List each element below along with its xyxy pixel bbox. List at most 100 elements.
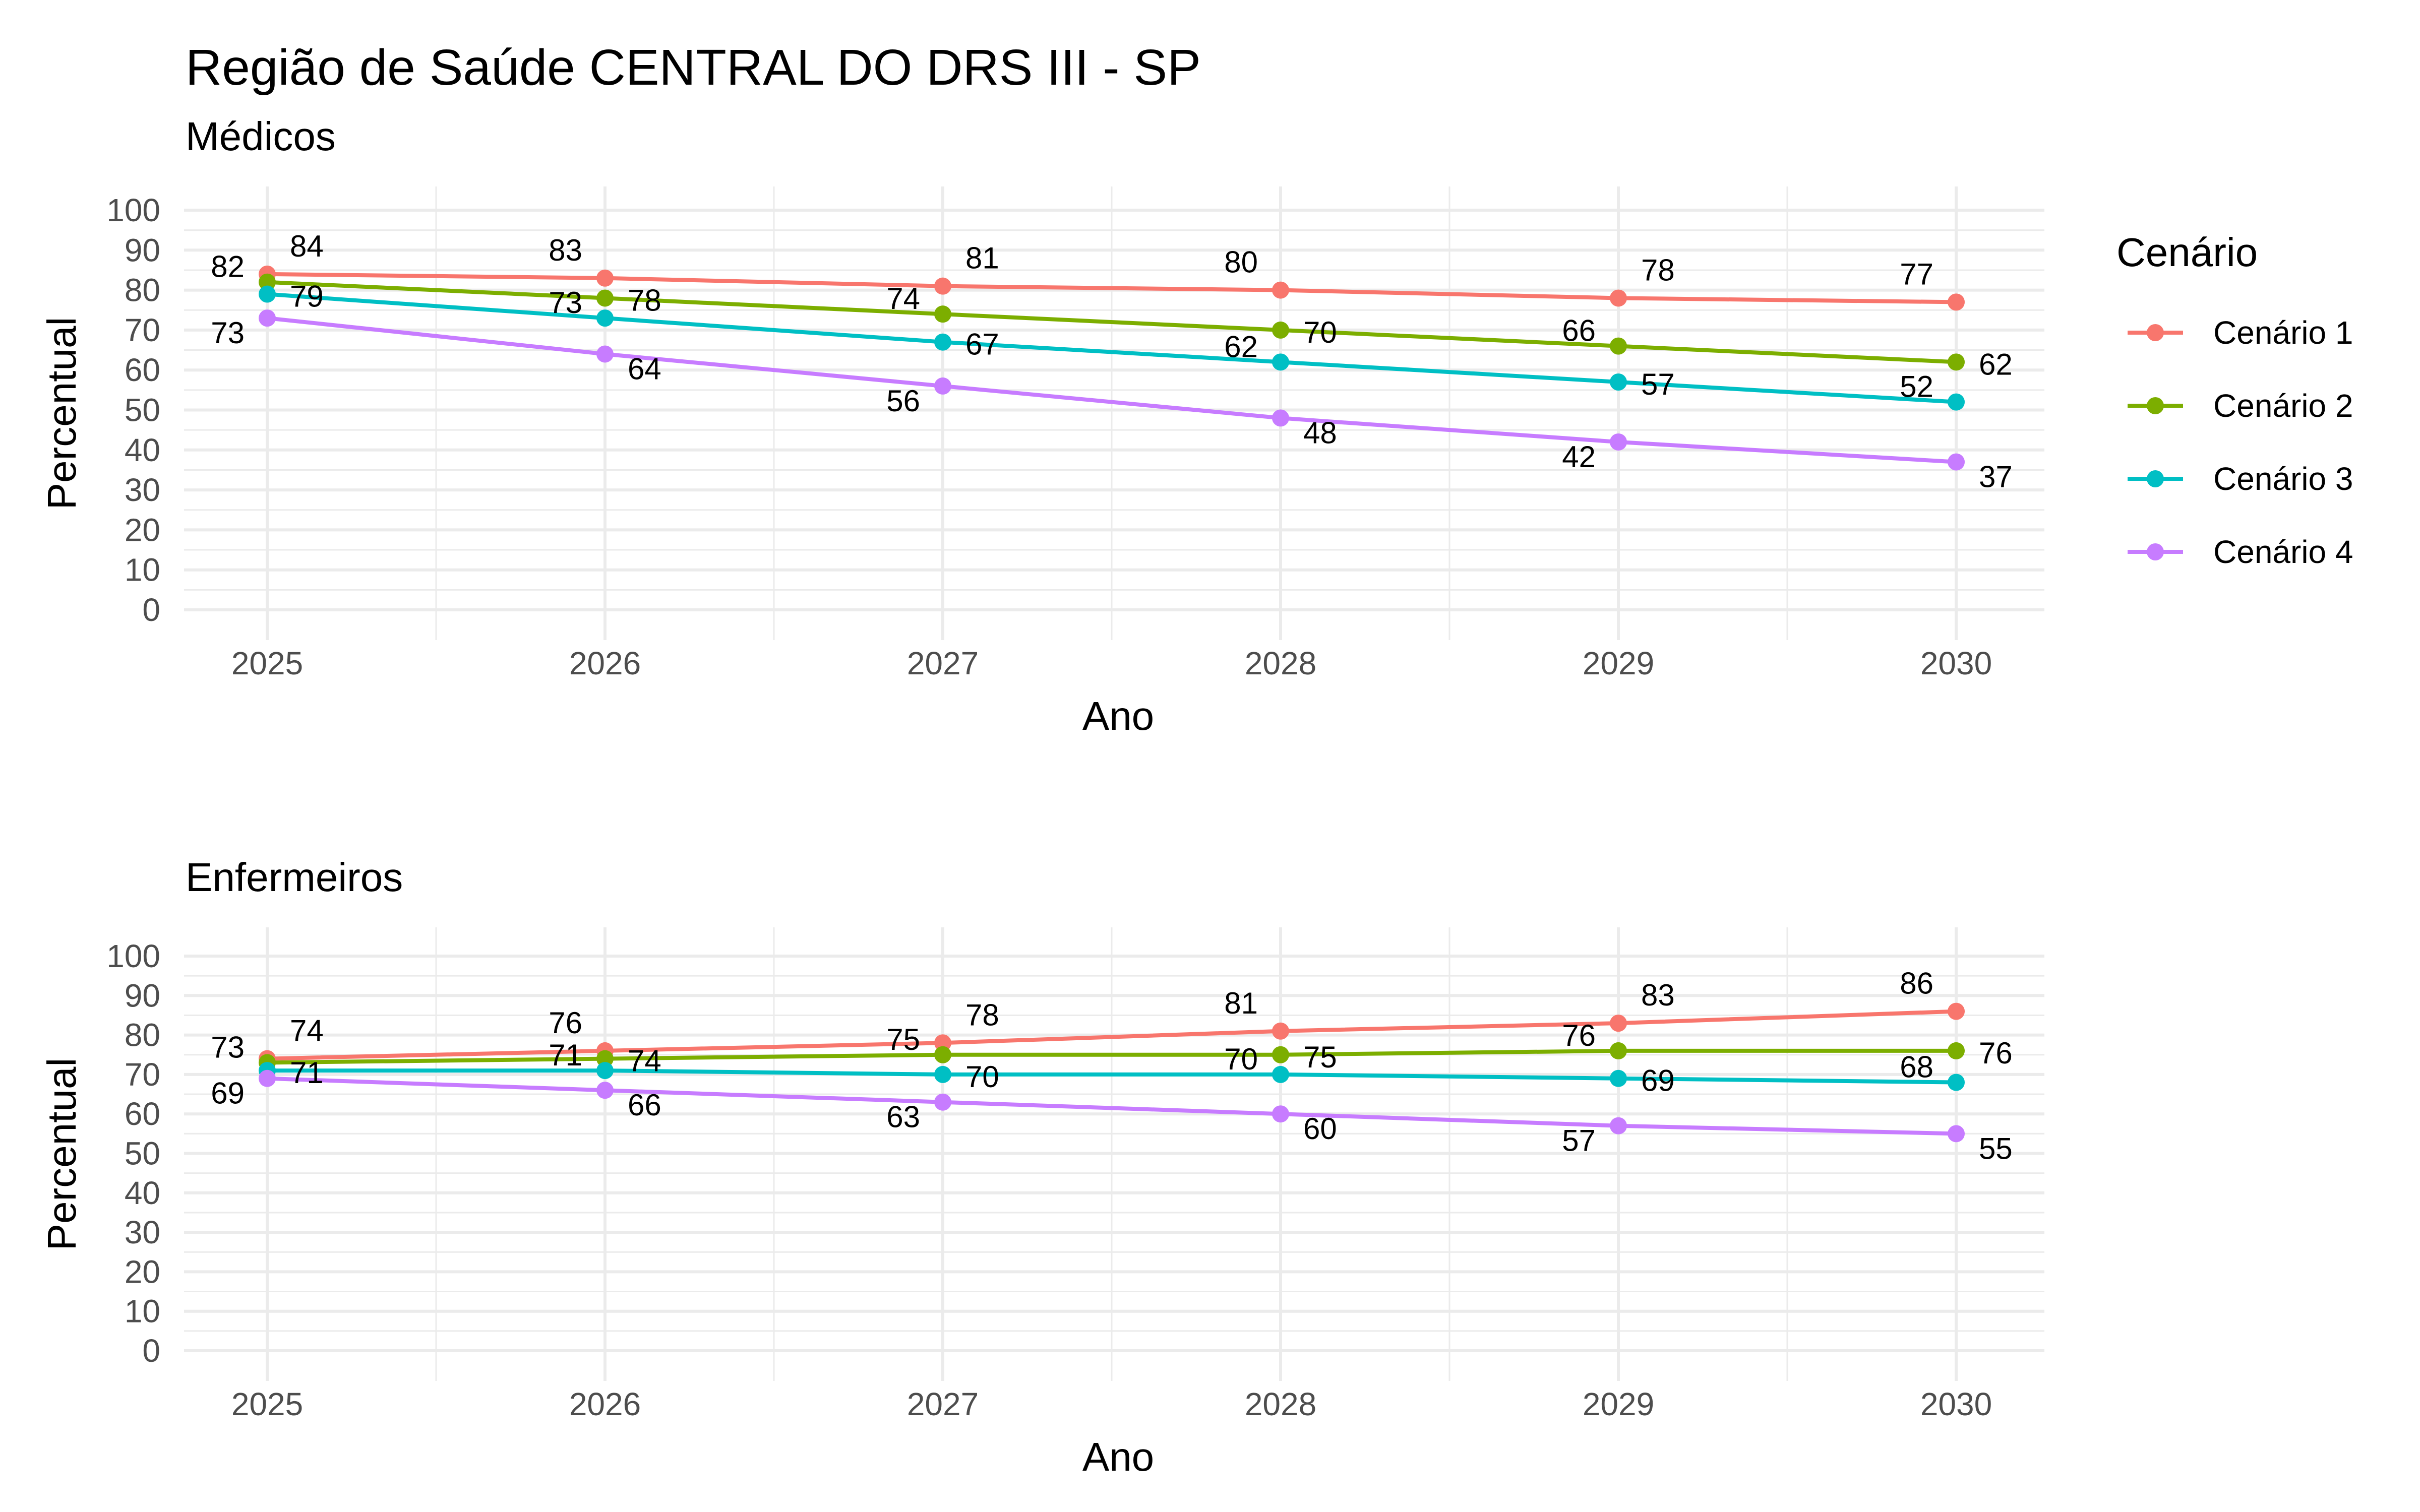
data-label: 60 — [1303, 1112, 1337, 1146]
data-point-cenario-2 — [934, 1046, 951, 1063]
data-point-cenario-3 — [934, 333, 951, 351]
data-point-cenario-4 — [259, 309, 276, 327]
y-tick-label: 30 — [125, 472, 160, 508]
data-label: 69 — [1641, 1064, 1675, 1098]
legend-title: Cenário — [2116, 230, 2258, 275]
data-label: 70 — [1224, 1042, 1258, 1076]
y-tick-label: 80 — [125, 1017, 160, 1053]
data-point-cenario-4 — [1948, 453, 1965, 471]
y-tick-label: 50 — [125, 392, 160, 428]
series-line-cenario-2 — [267, 1048, 1956, 1065]
data-label: 76 — [1979, 1036, 2013, 1070]
data-point-cenario-2 — [1948, 1042, 1965, 1059]
data-point-cenario-4 — [1948, 1125, 1965, 1143]
data-point-cenario-4 — [259, 1069, 276, 1087]
data-label: 48 — [1303, 416, 1337, 450]
data-point-cenario-2 — [1948, 353, 1965, 371]
data-point-cenario-1 — [1610, 289, 1627, 307]
chart-title: Região de Saúde CENTRAL DO DRS III - SP — [186, 39, 1201, 96]
x-tick-label: 2027 — [907, 1386, 979, 1422]
y-axis-title-medicos: Percentual — [39, 317, 84, 510]
data-label: 75 — [1303, 1040, 1337, 1074]
data-label: 56 — [886, 384, 920, 418]
series-line-cenario-1 — [267, 272, 1957, 304]
data-label: 78 — [628, 283, 661, 317]
data-label: 78 — [1641, 253, 1675, 287]
legend-item-cenario-3: Cenário 3 — [2128, 461, 2353, 497]
data-label: 74 — [628, 1044, 661, 1078]
x-tick-label: 2030 — [1920, 1386, 1992, 1422]
data-label: 68 — [1900, 1050, 1933, 1084]
data-point-cenario-3 — [596, 1062, 614, 1080]
data-point-cenario-2 — [934, 305, 951, 323]
y-tick-label: 40 — [125, 432, 160, 468]
data-point-cenario-2 — [1272, 1046, 1289, 1063]
panel-title-enfermeiros: Enfermeiros — [186, 855, 403, 900]
x-tick-label: 2025 — [231, 645, 303, 681]
y-tick-label: 0 — [142, 592, 160, 628]
data-point-cenario-4 — [934, 377, 951, 395]
data-label: 70 — [1303, 316, 1337, 349]
x-tick-label: 2028 — [1245, 1386, 1316, 1422]
x-tick-label: 2029 — [1583, 1386, 1654, 1422]
data-label: 52 — [1900, 370, 1933, 404]
series-line-cenario-4 — [267, 1076, 1957, 1136]
y-tick-label: 100 — [106, 938, 160, 974]
data-label: 69 — [211, 1077, 245, 1110]
y-tick-label: 10 — [125, 552, 160, 588]
x-axis-title-enfermeiros: Ano — [1082, 1434, 1154, 1479]
data-label: 82 — [211, 250, 245, 284]
data-point-cenario-3 — [1272, 353, 1289, 371]
y-tick-label: 70 — [125, 312, 160, 348]
y-tick-label: 40 — [125, 1175, 160, 1211]
legend-label: Cenário 3 — [2213, 461, 2353, 497]
data-label: 37 — [1979, 460, 2013, 494]
data-point-cenario-2 — [1272, 321, 1289, 339]
series-line-cenario-1 — [267, 1009, 1957, 1061]
data-point-cenario-4 — [1272, 409, 1289, 427]
data-point-cenario-4 — [1610, 433, 1627, 451]
y-tick-label: 0 — [142, 1333, 160, 1369]
data-point-cenario-4 — [1272, 1105, 1289, 1123]
data-point-cenario-3 — [1272, 1065, 1289, 1083]
y-tick-label: 50 — [125, 1136, 160, 1172]
data-point-cenario-1 — [934, 277, 951, 295]
x-axis-title-medicos: Ano — [1082, 694, 1154, 738]
data-point-cenario-3 — [1948, 393, 1965, 411]
data-label: 73 — [211, 1030, 245, 1064]
y-tick-label: 20 — [125, 1253, 160, 1290]
y-axis-title-enfermeiros: Percentual — [39, 1058, 84, 1250]
legend-label: Cenário 1 — [2213, 314, 2353, 351]
data-point-cenario-1 — [596, 269, 614, 287]
data-label: 75 — [886, 1023, 920, 1056]
data-label: 81 — [1224, 986, 1258, 1020]
data-label: 62 — [1979, 347, 2013, 381]
data-label: 84 — [290, 229, 324, 263]
data-point-cenario-2 — [596, 289, 614, 307]
legend-item-cenario-1: Cenário 1 — [2128, 314, 2353, 351]
series-line-cenario-2 — [267, 280, 1957, 364]
data-point-cenario-2 — [596, 1050, 614, 1067]
data-label: 71 — [549, 1038, 582, 1072]
x-tick-label: 2028 — [1245, 645, 1316, 681]
x-tick-label: 2025 — [231, 1386, 303, 1422]
x-tick-label: 2029 — [1583, 645, 1654, 681]
legend-item-cenario-2: Cenário 2 — [2128, 388, 2353, 424]
data-point-cenario-3 — [1948, 1074, 1965, 1091]
data-label: 70 — [965, 1060, 999, 1094]
y-tick-label: 60 — [125, 352, 160, 388]
legend-label: Cenário 4 — [2213, 534, 2353, 570]
data-point-cenario-3 — [1610, 1069, 1627, 1087]
y-tick-label: 90 — [125, 232, 160, 268]
data-label: 79 — [290, 280, 324, 313]
data-label: 57 — [1641, 367, 1675, 401]
data-label: 74 — [886, 282, 920, 316]
data-point-cenario-3 — [934, 1065, 951, 1083]
legend-key-point — [2147, 397, 2164, 414]
legend: Cenário 1 Cenário 2 Cenário 3 Cenário 4 — [2128, 314, 2353, 570]
data-label: 73 — [549, 286, 582, 320]
data-label: 42 — [1562, 440, 1596, 474]
